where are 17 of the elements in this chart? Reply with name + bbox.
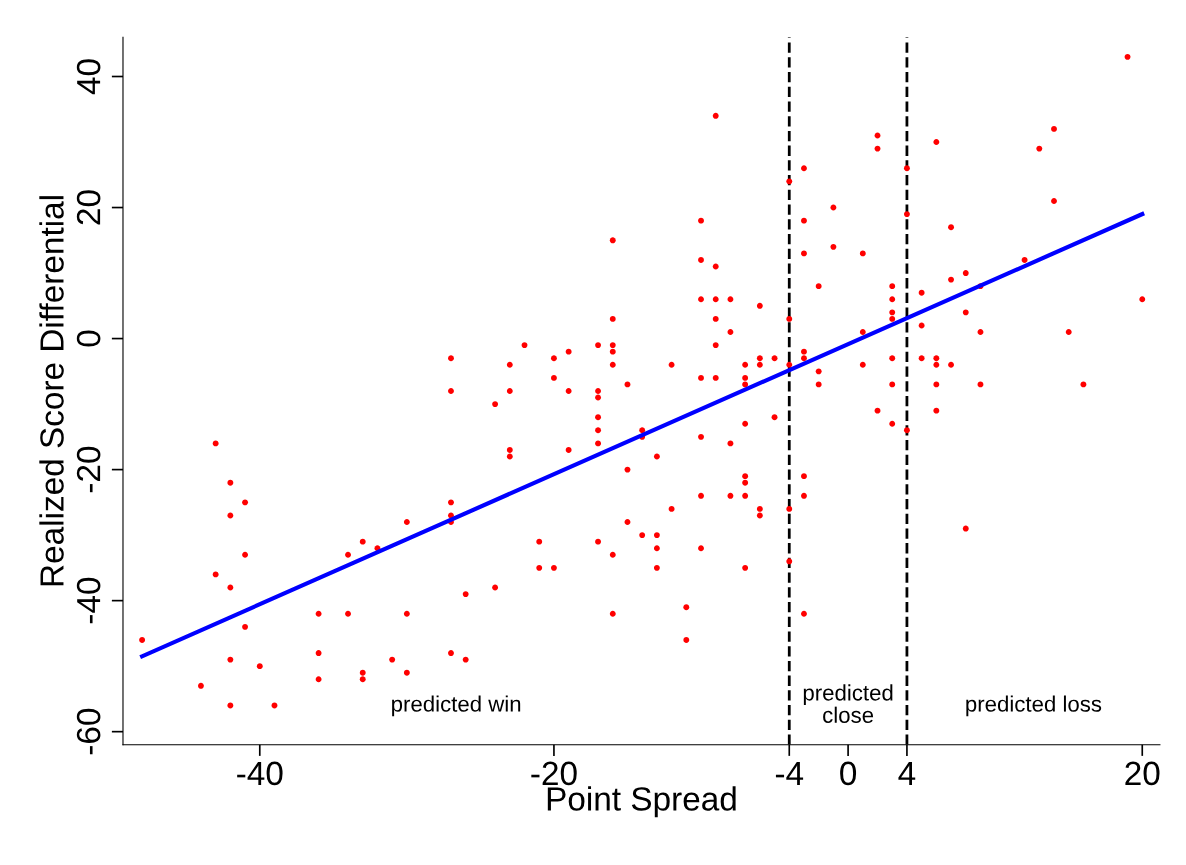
annotation: predicted win — [392, 695, 521, 717]
x-tick-label: 20 — [1125, 761, 1160, 786]
x-tick-label: -4 — [775, 761, 804, 785]
y-tick-label: 40 — [76, 59, 101, 95]
y-tick-label: 20 — [76, 190, 101, 225]
y-axis-title: Realized Score Differential — [39, 196, 64, 586]
y-tick-label: -20 — [76, 446, 101, 493]
y-tick-label: 0 — [76, 330, 101, 347]
y-tick-label: -60 — [76, 708, 101, 755]
annotation: predicted loss — [966, 695, 1102, 717]
x-tick-label: 0 — [840, 761, 857, 786]
annotation: predicted close — [803, 684, 893, 723]
x-axis-title: Point Spread — [547, 786, 736, 818]
y-tick-label: -40 — [76, 577, 101, 624]
x-tick-label: -40 — [237, 761, 283, 786]
x-tick-label: -20 — [531, 761, 577, 786]
x-tick-label: 4 — [898, 761, 916, 785]
